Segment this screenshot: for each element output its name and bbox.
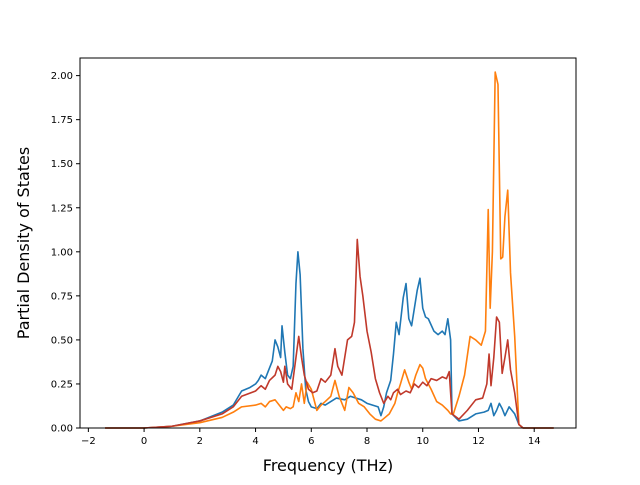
x-tick-label: 2	[197, 436, 203, 447]
x-tick-label: 10	[416, 436, 429, 447]
plot-frame	[79, 57, 577, 429]
y-tick-label: 1.25	[51, 203, 73, 214]
y-axis-ticks: 0.00 0.25 0.50 0.75 1.00 1.25 1.50 1.75 2.00	[51, 71, 80, 435]
x-axis-ticks: −2 0 2 4 6 8 10 12 14	[81, 428, 541, 447]
series-line-1	[105, 251, 554, 429]
series-line-2	[105, 71, 554, 429]
y-tick-label: 0.50	[51, 335, 73, 346]
y-tick-label: 0.00	[51, 424, 73, 435]
x-tick-label: 8	[364, 436, 370, 447]
x-tick-label: 14	[528, 436, 541, 447]
x-tick-label: 4	[252, 436, 258, 447]
series-layer	[105, 71, 554, 429]
y-tick-label: 1.75	[51, 115, 73, 126]
y-tick-label: 0.25	[51, 379, 73, 390]
y-tick-label: 2.00	[51, 71, 73, 82]
x-axis-label: Frequency (THz)	[263, 456, 393, 475]
x-tick-label: 0	[141, 436, 147, 447]
y-tick-label: 1.00	[51, 247, 73, 258]
y-tick-label: 0.75	[51, 291, 73, 302]
x-tick-label: −2	[81, 436, 96, 447]
series-line-3	[105, 238, 554, 429]
y-axis-label: Partial Density of States	[14, 147, 33, 339]
y-tick-label: 1.50	[51, 159, 73, 170]
x-tick-label: 6	[308, 436, 314, 447]
x-tick-label: 12	[472, 436, 485, 447]
